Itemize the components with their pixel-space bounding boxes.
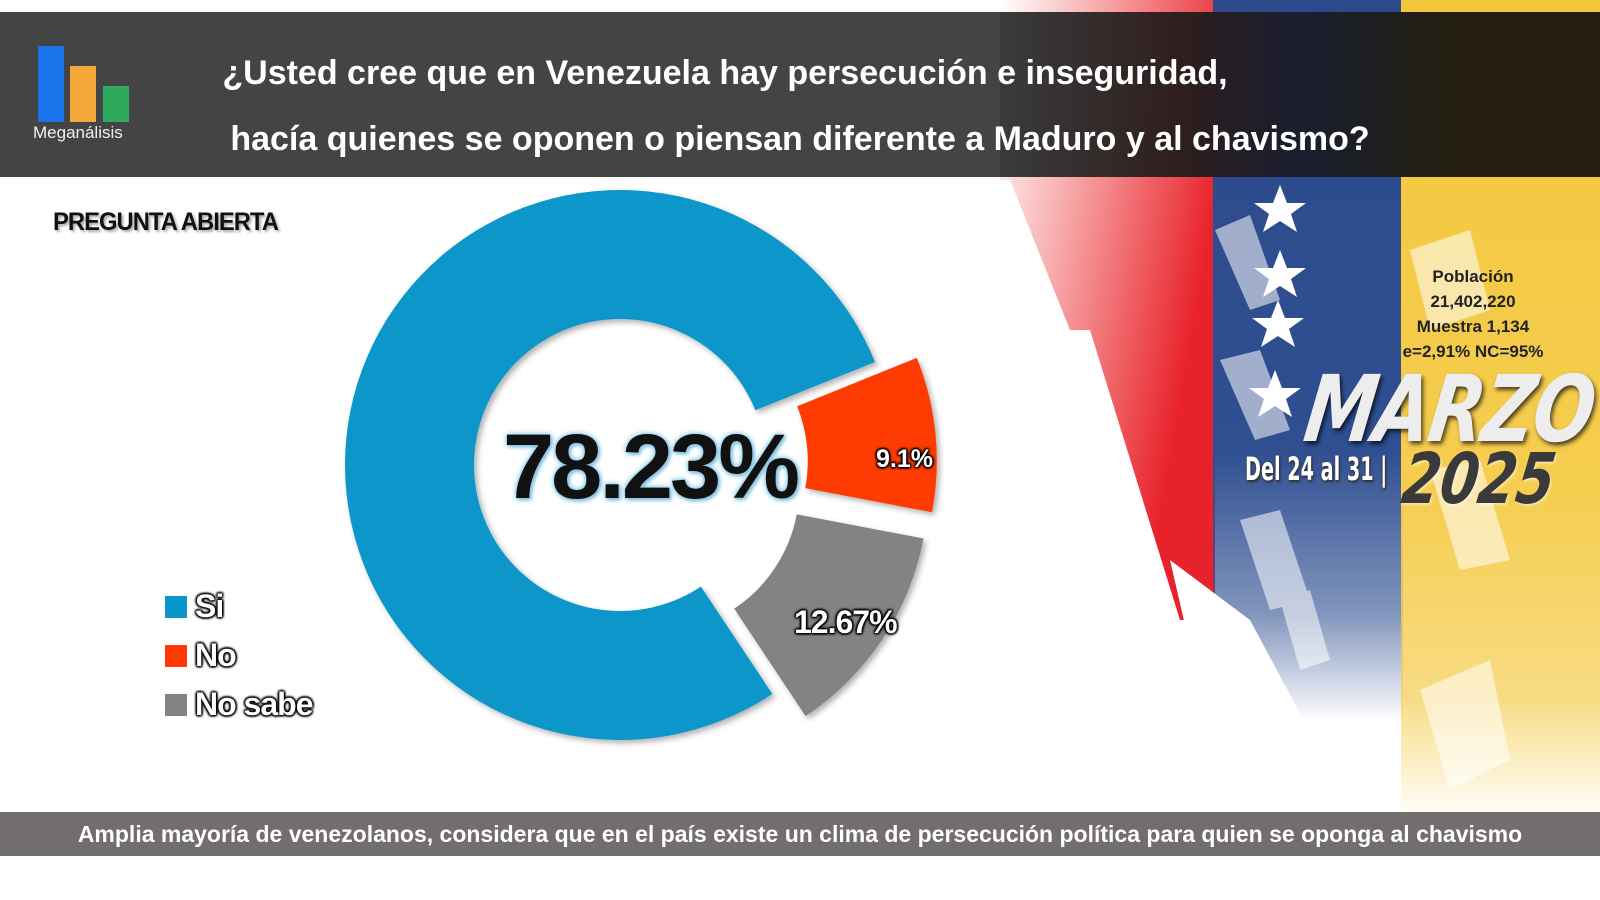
legend-item-no: No bbox=[165, 631, 312, 680]
survey-info: Población 21,402,220 Muestra 1,134 e=2,9… bbox=[1388, 264, 1558, 364]
footer-text: Amplia mayoría de venezolanos, considera… bbox=[77, 821, 1523, 847]
meganalisis-logo bbox=[30, 40, 140, 150]
slice-label-no-sabe: 12.67% bbox=[794, 604, 898, 640]
legend-label-no: No bbox=[195, 637, 237, 673]
legend-swatch-no-sabe bbox=[165, 693, 187, 716]
legend-swatch-si bbox=[165, 595, 187, 618]
logo-bar-green bbox=[103, 86, 129, 122]
legend-label-no-sabe: No sabe bbox=[195, 686, 313, 722]
donut-slice-si bbox=[344, 190, 875, 741]
logo-bar-orange bbox=[70, 66, 96, 122]
population-label: Población bbox=[1432, 267, 1514, 286]
population-value: 21,402,220 bbox=[1430, 292, 1516, 311]
sample-size: Muestra 1,134 bbox=[1416, 317, 1530, 336]
logo-bar-blue bbox=[38, 46, 64, 122]
legend-swatch-no bbox=[165, 644, 187, 667]
title-line-1: ¿Usted cree que en Venezuela hay persecu… bbox=[222, 54, 1228, 92]
legend-item-si: Si bbox=[165, 582, 312, 631]
center-value-label: 78.23% bbox=[502, 416, 800, 518]
header-banner-overlay bbox=[1000, 12, 1600, 177]
donut-slice-no-sabe bbox=[734, 514, 924, 717]
period-dates: Del 24 al 31 | bbox=[1245, 450, 1388, 488]
legend-label-si: Si bbox=[195, 588, 224, 624]
page-title: ¿Usted cree que en Venezuela hay persecu… bbox=[150, 40, 1450, 172]
donut-slice-no bbox=[797, 357, 937, 513]
open-question-label: PREGUNTA ABIERTA bbox=[53, 208, 279, 236]
logo-text: Meganálisis bbox=[33, 123, 123, 142]
title-line-2: hacía quienes se oponen o piensan difere… bbox=[230, 120, 1370, 158]
slice-label-no: 9.1% bbox=[876, 445, 933, 473]
error-confidence: e=2,91% NC=95% bbox=[1402, 342, 1544, 361]
footer-bar: Amplia mayoría de venezolanos, considera… bbox=[0, 812, 1600, 856]
period-year: 2025 bbox=[1397, 438, 1561, 520]
legend-item-no-sabe: No sabe bbox=[165, 680, 313, 729]
chart-legend: Si No No sabe bbox=[165, 582, 313, 729]
